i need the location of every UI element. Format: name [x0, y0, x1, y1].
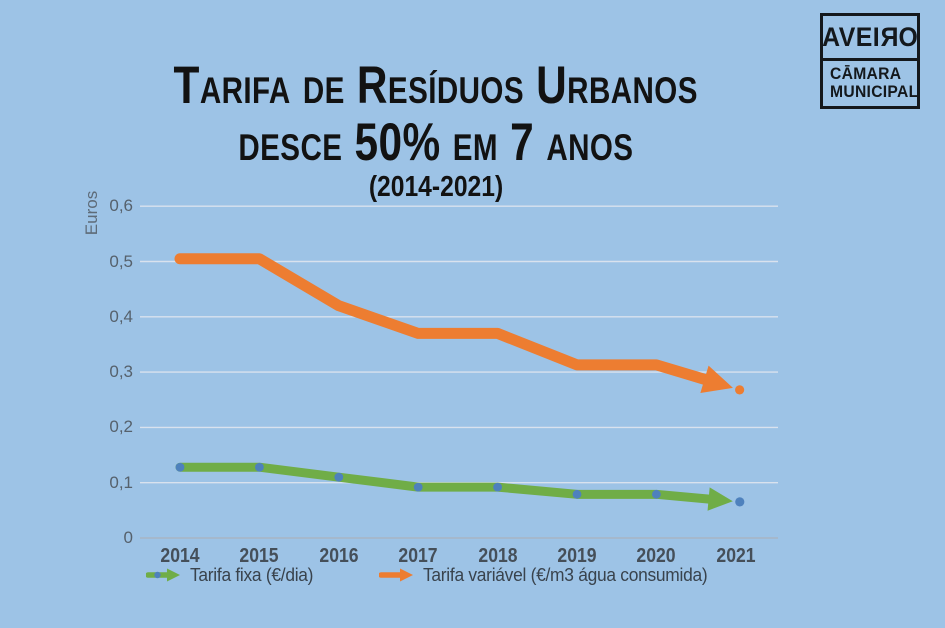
logo-city-name: AVEIRO	[822, 22, 918, 53]
y-tick-label: 0,6	[109, 196, 133, 216]
data-point-marker	[334, 472, 344, 482]
data-point-marker	[413, 482, 423, 492]
legend-marker-dot	[154, 571, 161, 579]
title-subtitle-years: (2014-2021)	[368, 171, 504, 204]
legend-item: Tarifa variável (€/m3 água consumida)	[379, 564, 726, 586]
y-tick-label: 0,1	[109, 472, 133, 492]
legend-arrow-icon	[379, 568, 414, 582]
data-point-marker	[652, 489, 661, 499]
legend-arrowhead	[400, 568, 414, 582]
x-tick-label: 2018	[478, 545, 518, 567]
data-point-marker	[175, 462, 185, 472]
logo-sub-line-1: CĀMARA	[830, 65, 902, 83]
logo-name-right: O	[898, 21, 919, 52]
x-tick-label: 2019	[557, 545, 597, 567]
y-tick-label: 0,2	[109, 417, 133, 437]
chart-legend: Tarifa fixa (€/dia) Tarifa variável (€/m3…	[0, 564, 872, 586]
x-tick-label: 2021	[716, 545, 756, 567]
title-line-1: Tarifa de Resíduos Urbanos	[173, 56, 699, 115]
legend-arrow-icon	[146, 568, 181, 582]
logo-sub-box: CĀMARA MUNICIPAL	[820, 61, 920, 109]
x-tick-label: 2016	[319, 545, 359, 567]
y-tick-label: 0,3	[109, 362, 133, 382]
y-tick-label: 0	[123, 528, 133, 547]
data-point-marker	[572, 489, 582, 499]
logo-name-box: AVEIRO	[820, 13, 920, 61]
aveiro-municipal-logo: AVEIRO CĀMARA MUNICIPAL	[820, 13, 920, 109]
legend-item: Tarifa fixa (€/dia)	[146, 564, 321, 586]
data-point-marker	[255, 462, 264, 472]
chart-title: Tarifa de Resíduos Urbanos desce 50% em …	[0, 58, 872, 202]
series-line	[175, 462, 720, 505]
logo-mirrored-r: R	[879, 21, 899, 52]
title-line-2: desce 50% em 7 anos	[238, 113, 634, 173]
logo-sub-line-2: MUNICIPAL	[830, 83, 919, 102]
x-tick-label: 2020	[636, 545, 676, 567]
y-tick-label: 0,4	[109, 306, 133, 326]
x-tick-label: 2017	[398, 545, 438, 567]
x-tick-label: 2015	[239, 545, 279, 567]
legend-label: Tarifa variável (€/m3 água consumida)	[423, 564, 708, 585]
series-end-dot	[735, 385, 745, 395]
series-line	[174, 253, 718, 387]
logo-name-left: AVEI	[821, 21, 880, 52]
legend-arrowhead	[167, 568, 181, 582]
legend-label: Tarifa fixa (€/dia)	[190, 564, 314, 585]
x-tick-label: 2014	[160, 545, 200, 567]
y-tick-label: 0,5	[109, 251, 133, 271]
series-end-dot	[735, 497, 745, 507]
series-arrowhead	[700, 365, 733, 394]
series-arrowhead	[707, 487, 733, 511]
data-point-marker	[493, 482, 502, 492]
